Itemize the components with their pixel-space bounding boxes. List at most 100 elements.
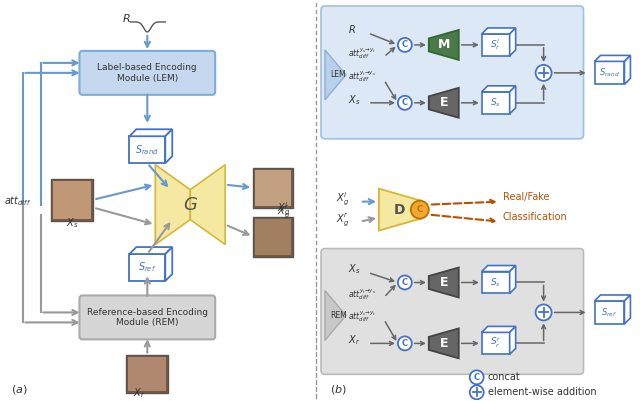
Polygon shape bbox=[625, 55, 630, 84]
Text: D: D bbox=[394, 203, 406, 217]
FancyBboxPatch shape bbox=[79, 296, 215, 339]
Text: M: M bbox=[438, 38, 450, 51]
Polygon shape bbox=[482, 271, 509, 294]
Circle shape bbox=[398, 336, 412, 350]
Text: $X_r$: $X_r$ bbox=[348, 333, 360, 347]
Polygon shape bbox=[156, 165, 190, 245]
Polygon shape bbox=[482, 265, 516, 271]
Text: $R$: $R$ bbox=[122, 12, 131, 24]
Polygon shape bbox=[429, 88, 459, 118]
Text: $S_{ref}$: $S_{ref}$ bbox=[138, 261, 157, 274]
Polygon shape bbox=[482, 28, 516, 34]
Text: $R$: $R$ bbox=[348, 23, 356, 35]
Text: $S_s$: $S_s$ bbox=[490, 276, 501, 289]
Circle shape bbox=[411, 200, 429, 219]
Bar bbox=[253, 217, 293, 257]
Text: $X_s$: $X_s$ bbox=[348, 93, 360, 107]
Text: Label-based Encoding
Module (LEM): Label-based Encoding Module (LEM) bbox=[97, 63, 197, 83]
Text: $att_{diff}^{y_s\!\to\!y_t}$: $att_{diff}^{y_s\!\to\!y_t}$ bbox=[348, 47, 376, 61]
Polygon shape bbox=[482, 86, 516, 92]
Text: Real/Fake: Real/Fake bbox=[502, 192, 549, 202]
Polygon shape bbox=[325, 290, 346, 340]
Circle shape bbox=[470, 371, 484, 384]
Polygon shape bbox=[129, 247, 172, 254]
Polygon shape bbox=[429, 30, 459, 60]
Polygon shape bbox=[482, 326, 516, 332]
FancyBboxPatch shape bbox=[321, 249, 584, 374]
Bar bbox=[129, 357, 166, 391]
Polygon shape bbox=[595, 61, 625, 84]
Text: $X_g^l$: $X_g^l$ bbox=[276, 200, 290, 218]
Text: element-wise addition: element-wise addition bbox=[488, 387, 596, 397]
Circle shape bbox=[536, 304, 552, 320]
FancyBboxPatch shape bbox=[321, 6, 584, 139]
Text: $S_{rand}$: $S_{rand}$ bbox=[136, 143, 159, 157]
Text: $X_r$: $X_r$ bbox=[133, 386, 145, 400]
Text: LEM: LEM bbox=[330, 70, 346, 79]
Text: $att_{diff}^{y_s\!\to\!y_t}$: $att_{diff}^{y_s\!\to\!y_t}$ bbox=[348, 309, 376, 324]
Text: E: E bbox=[440, 337, 448, 350]
Text: $S_r^r$: $S_r^r$ bbox=[490, 336, 501, 350]
Bar bbox=[255, 170, 291, 206]
Text: $G$: $G$ bbox=[182, 196, 198, 214]
Text: $S_{rand}$: $S_{rand}$ bbox=[599, 67, 620, 79]
Text: Classification: Classification bbox=[502, 212, 568, 222]
FancyBboxPatch shape bbox=[79, 51, 215, 95]
Bar bbox=[126, 355, 168, 393]
Polygon shape bbox=[129, 254, 165, 281]
Polygon shape bbox=[129, 136, 165, 163]
Polygon shape bbox=[482, 34, 509, 56]
Text: $att_{diff}^{y_t\!\to\!y_s}$: $att_{diff}^{y_t\!\to\!y_s}$ bbox=[348, 287, 376, 302]
Text: $(a)$: $(a)$ bbox=[10, 383, 27, 396]
Polygon shape bbox=[595, 55, 630, 61]
Polygon shape bbox=[190, 165, 225, 245]
Circle shape bbox=[536, 65, 552, 81]
Text: C: C bbox=[402, 278, 408, 287]
Polygon shape bbox=[509, 326, 516, 354]
Polygon shape bbox=[509, 265, 516, 294]
Text: $X_s$: $X_s$ bbox=[66, 217, 79, 231]
Polygon shape bbox=[325, 50, 346, 100]
Polygon shape bbox=[379, 188, 421, 231]
Text: $X_s$: $X_s$ bbox=[348, 263, 360, 276]
Text: C: C bbox=[402, 98, 408, 107]
Text: $(b)$: $(b)$ bbox=[330, 383, 347, 396]
Text: REM: REM bbox=[330, 311, 347, 320]
Text: C: C bbox=[402, 339, 408, 348]
Polygon shape bbox=[129, 129, 172, 136]
Text: C: C bbox=[402, 41, 408, 49]
Text: C: C bbox=[417, 205, 423, 214]
Text: $X_g^r$: $X_g^r$ bbox=[276, 203, 290, 220]
Text: $X_g^l$: $X_g^l$ bbox=[336, 190, 349, 208]
Bar bbox=[255, 219, 291, 255]
Text: $att_{diff}$: $att_{diff}$ bbox=[4, 194, 31, 209]
Text: $X_g^r$: $X_g^r$ bbox=[336, 211, 349, 228]
Polygon shape bbox=[482, 332, 509, 354]
Text: E: E bbox=[440, 96, 448, 109]
Bar bbox=[54, 181, 92, 219]
Text: Reference-based Encoding
Module (REM): Reference-based Encoding Module (REM) bbox=[87, 308, 208, 327]
Polygon shape bbox=[429, 328, 459, 358]
Polygon shape bbox=[595, 295, 630, 301]
Text: C: C bbox=[474, 373, 480, 382]
Text: $S_{ref}$: $S_{ref}$ bbox=[602, 306, 618, 319]
Polygon shape bbox=[509, 28, 516, 56]
Text: $S_s$: $S_s$ bbox=[490, 97, 501, 109]
Circle shape bbox=[398, 275, 412, 290]
Polygon shape bbox=[165, 129, 172, 163]
Polygon shape bbox=[595, 301, 625, 324]
Circle shape bbox=[470, 385, 484, 399]
Polygon shape bbox=[625, 295, 630, 324]
Polygon shape bbox=[165, 247, 172, 281]
Bar bbox=[253, 168, 293, 208]
Text: concat: concat bbox=[488, 372, 520, 382]
Circle shape bbox=[398, 38, 412, 52]
Text: $att_{diff}^{y_t\!\to\!y_s}$: $att_{diff}^{y_t\!\to\!y_s}$ bbox=[348, 70, 376, 84]
Polygon shape bbox=[429, 267, 459, 298]
Text: E: E bbox=[440, 276, 448, 289]
Polygon shape bbox=[509, 86, 516, 114]
Polygon shape bbox=[482, 92, 509, 114]
Text: $S_r^l$: $S_r^l$ bbox=[490, 37, 501, 53]
Circle shape bbox=[398, 96, 412, 110]
Bar bbox=[51, 179, 93, 221]
